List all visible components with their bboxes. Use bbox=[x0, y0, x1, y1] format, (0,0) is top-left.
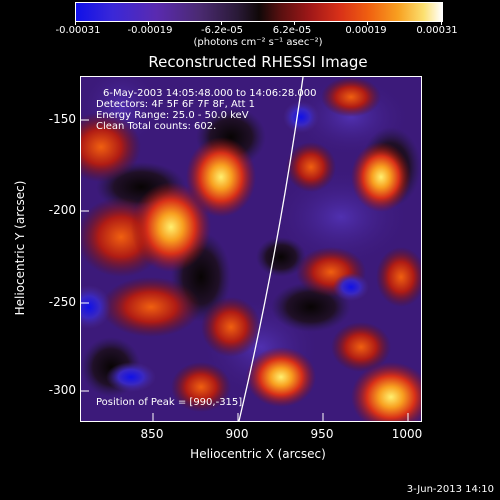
colorbar-tick bbox=[294, 21, 295, 25]
x-axis-label: Heliocentric X (arcsec) bbox=[190, 447, 326, 461]
colorbar-tick bbox=[441, 21, 442, 25]
colorbar-tick-label: 6.2e-05 bbox=[272, 25, 312, 36]
clean-counts-text: Clean Total counts: 602. bbox=[96, 121, 217, 132]
peak-position-text: Position of Peak = [990,-315] bbox=[96, 397, 243, 408]
colorbar bbox=[75, 2, 443, 22]
colorbar-tick-label: 0.00031 bbox=[416, 25, 458, 36]
colorbar-tick-label: 0.00019 bbox=[345, 25, 387, 36]
y-tick-label: -150 bbox=[48, 112, 76, 126]
rhessi-image-map: 6-May-2003 14:05:48.000 to 14:06:28.000 … bbox=[80, 76, 422, 422]
colorbar-tick bbox=[75, 21, 76, 25]
x-tick-label: 950 bbox=[310, 427, 334, 441]
y-tick-label: -200 bbox=[48, 203, 76, 217]
y-tick-label: -300 bbox=[48, 383, 76, 397]
colorbar-tick-label: -6.2e-05 bbox=[201, 25, 243, 36]
time-range-text: 6-May-2003 14:05:48.000 to 14:06:28.000 bbox=[103, 88, 317, 99]
colorbar-tick bbox=[221, 21, 222, 25]
x-tick-label: 1000 bbox=[391, 427, 423, 441]
colorbar-tick bbox=[148, 21, 149, 25]
timestamp: 3-Jun-2013 14:10 bbox=[406, 484, 494, 495]
y-axis-label: Heliocentric Y (arcsec) bbox=[13, 180, 27, 316]
x-tick-label: 900 bbox=[225, 427, 249, 441]
solar-limb-line bbox=[238, 77, 304, 421]
energy-range-text: Energy Range: 25.0 - 50.0 keV bbox=[96, 110, 249, 121]
colorbar-tick-label: -0.00019 bbox=[127, 25, 173, 36]
colorbar-unit-label: (photons cm⁻² s⁻¹ asec⁻²) bbox=[193, 37, 323, 48]
image-map-svg bbox=[81, 77, 421, 421]
y-tick-label: -250 bbox=[48, 295, 76, 309]
colorbar-tick bbox=[367, 21, 368, 25]
colorbar-tick-label: -0.00031 bbox=[55, 25, 101, 36]
x-tick-label: 850 bbox=[140, 427, 164, 441]
image-title: Reconstructed RHESSI Image bbox=[148, 53, 368, 71]
detectors-text: Detectors: 4F 5F 6F 7F 8F, Att 1 bbox=[96, 99, 256, 110]
